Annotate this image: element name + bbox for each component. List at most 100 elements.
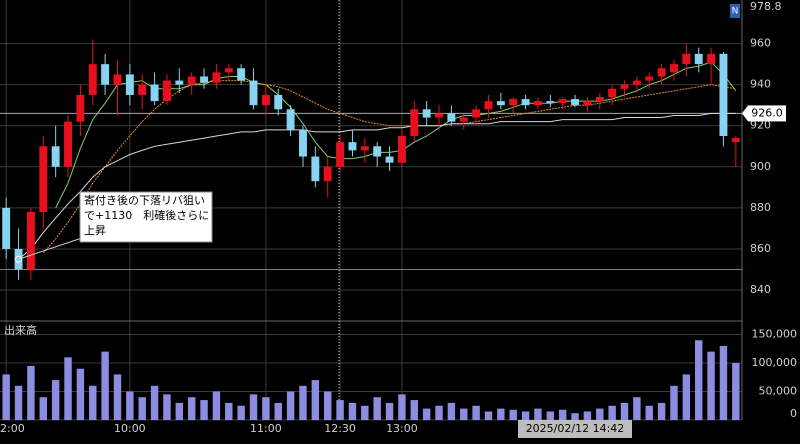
- candle-body: [360, 146, 369, 151]
- volume-bar: [534, 408, 542, 420]
- volume-bar: [435, 405, 443, 420]
- volume-tick-label: 100,000: [752, 356, 798, 369]
- volume-bar: [460, 408, 468, 420]
- candle-body: [237, 68, 246, 81]
- candle-body: [274, 94, 283, 110]
- candle-body: [125, 74, 134, 95]
- marks: 840 860 880 900 920 940 960 978.8 0 50,000 100,000…: [0, 0, 797, 435]
- candle-body: [113, 74, 122, 85]
- cursor-box: [518, 420, 632, 438]
- candle-body: [286, 109, 295, 130]
- volume-bar: [385, 402, 394, 420]
- volume-bar: [583, 411, 592, 420]
- candle-body: [694, 53, 703, 65]
- volume-bar: [299, 385, 307, 420]
- y-tick-label: 940: [750, 78, 771, 91]
- volume-bar: [237, 405, 245, 420]
- volume-bar: [608, 405, 616, 420]
- candle-body: [546, 101, 555, 104]
- candle-body: [719, 53, 728, 137]
- volume-bar: [484, 411, 493, 420]
- candle-body: [608, 88, 617, 97]
- candle-body: [657, 68, 666, 77]
- volume-bar: [286, 391, 295, 420]
- candle-body: [2, 207, 11, 249]
- volume-bar: [373, 397, 381, 420]
- volume-bar: [126, 391, 134, 420]
- volume-bar: [670, 385, 678, 420]
- candle-body: [373, 146, 382, 157]
- volume-bar: [64, 357, 72, 420]
- candle-body: [101, 64, 110, 85]
- volume-bar: [225, 402, 233, 420]
- candle-body: [299, 129, 307, 157]
- candle-body: [707, 53, 716, 65]
- candle-body: [200, 76, 209, 83]
- candle-body: [212, 72, 221, 83]
- candle-body: [595, 96, 604, 102]
- candle-body: [224, 68, 233, 73]
- candle-body: [731, 138, 740, 143]
- y-top-label: 978.8: [750, 0, 782, 13]
- candle-body: [682, 53, 691, 65]
- annotation-text: で+1130 利確後さらに: [84, 208, 209, 222]
- volume-bar: [509, 409, 517, 420]
- volume-bar: [447, 402, 456, 420]
- volume-bar: [76, 368, 85, 420]
- candle-body: [323, 166, 332, 182]
- candle-body: [261, 94, 270, 106]
- x-tick-label: 12:30: [324, 422, 356, 435]
- y-tick-label: 960: [750, 37, 771, 50]
- volume-bar: [620, 402, 629, 420]
- candle-body: [484, 101, 493, 110]
- volume-bar: [2, 374, 10, 420]
- volume-bar: [422, 408, 431, 420]
- volume-tick-label: 150,000: [752, 328, 798, 341]
- candle-body: [410, 109, 419, 137]
- volume-bar: [336, 400, 344, 420]
- volume-bar: [249, 394, 258, 420]
- candle-body: [162, 80, 171, 102]
- volume-bar: [596, 408, 604, 420]
- cursor-label: 2025/02/12 14:42: [526, 422, 625, 435]
- candle-body: [39, 146, 48, 212]
- candle-body: [64, 121, 72, 167]
- volume-bar: [497, 408, 505, 420]
- y-tick-label: 920: [750, 119, 771, 132]
- candle-body: [51, 146, 60, 167]
- volume-bar: [311, 380, 320, 420]
- candle-body: [521, 99, 530, 106]
- volume-bar: [212, 391, 221, 420]
- volume-bar: [558, 409, 567, 420]
- volume-bar: [150, 385, 159, 420]
- candle-body: [138, 84, 147, 95]
- candle-body: [348, 142, 357, 151]
- volume-bar: [14, 385, 23, 420]
- candle-body: [645, 76, 654, 81]
- candle-body: [459, 117, 468, 122]
- y-tick-label: 840: [750, 283, 771, 296]
- volume-tick-label: 0: [790, 407, 797, 420]
- volume-bar: [274, 402, 282, 420]
- volume-bar: [348, 402, 357, 420]
- volume-bar: [645, 405, 653, 420]
- candle-body: [249, 80, 258, 106]
- volume-bar: [682, 374, 691, 420]
- volume-bar: [361, 405, 369, 420]
- volume-bar: [732, 363, 740, 420]
- y-tick-label: 880: [750, 201, 771, 214]
- badge: N: [732, 7, 739, 17]
- volume-bar: [657, 402, 666, 420]
- volume-bar: [262, 397, 270, 420]
- annotation-pointer: [18, 237, 83, 260]
- volume-bar: [398, 394, 406, 420]
- candle-body: [150, 84, 159, 102]
- candle-body: [397, 136, 406, 163]
- candle-body: [533, 101, 542, 106]
- candle-body: [88, 64, 97, 95]
- volume-bar: [200, 400, 208, 420]
- annotation-text: 上昇: [84, 224, 106, 237]
- volume-bar: [51, 380, 60, 420]
